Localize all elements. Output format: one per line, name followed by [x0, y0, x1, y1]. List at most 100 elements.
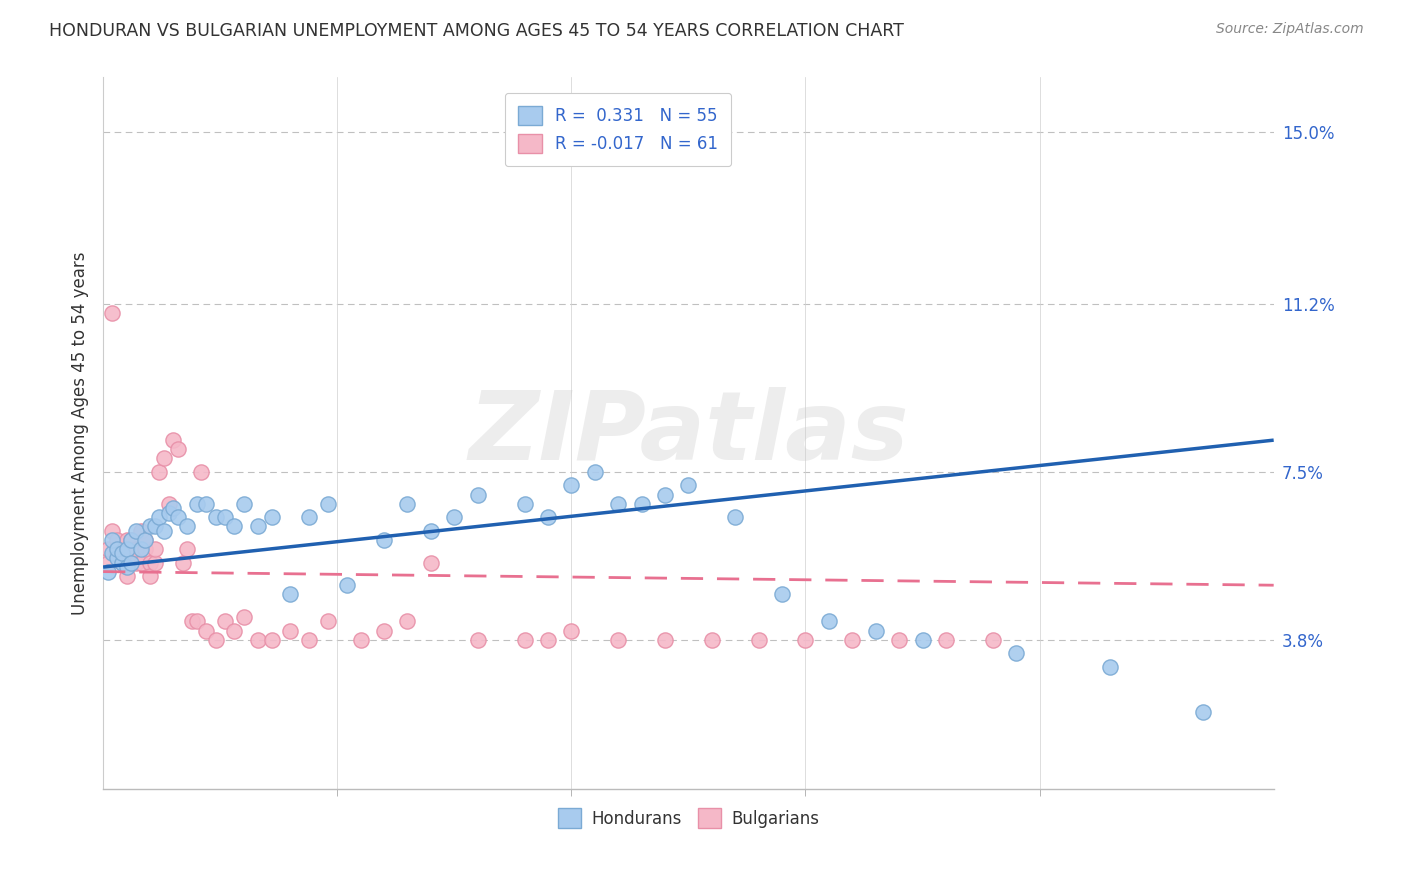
Point: [1192, 705, 1215, 719]
Point: [105, 551, 128, 566]
Point: [887, 632, 910, 647]
Point: [139, 556, 162, 570]
Point: [513, 632, 536, 647]
Point: [167, 442, 190, 457]
Text: ZIPatlas: ZIPatlas: [468, 387, 908, 480]
Point: [162, 501, 184, 516]
Point: [115, 556, 138, 570]
Point: [246, 519, 269, 533]
Point: [373, 533, 395, 547]
Point: [129, 541, 152, 556]
Point: [204, 632, 226, 647]
Point: [97, 541, 120, 556]
Point: [162, 433, 184, 447]
Point: [97, 556, 120, 570]
Point: [232, 497, 254, 511]
Point: [419, 556, 441, 570]
Point: [396, 615, 419, 629]
Point: [120, 533, 142, 547]
Point: [678, 478, 700, 492]
Point: [214, 615, 236, 629]
Point: [129, 524, 152, 538]
Point: [101, 533, 124, 547]
Point: [537, 632, 560, 647]
Point: [981, 632, 1004, 647]
Point: [176, 519, 198, 533]
Point: [120, 556, 142, 570]
Point: [654, 632, 676, 647]
Point: [280, 624, 302, 638]
Point: [280, 587, 302, 601]
Point: [134, 533, 156, 547]
Point: [935, 632, 957, 647]
Point: [115, 533, 138, 547]
Point: [105, 546, 128, 560]
Point: [176, 541, 198, 556]
Point: [115, 541, 138, 556]
Point: [143, 541, 166, 556]
Point: [246, 632, 269, 647]
Point: [865, 624, 887, 638]
Point: [373, 624, 395, 638]
Point: [134, 533, 156, 547]
Point: [513, 497, 536, 511]
Point: [97, 565, 120, 579]
Point: [316, 615, 339, 629]
Point: [111, 556, 134, 570]
Point: [157, 506, 180, 520]
Point: [770, 587, 793, 601]
Point: [148, 510, 170, 524]
Point: [419, 524, 441, 538]
Point: [139, 519, 162, 533]
Point: [700, 632, 723, 647]
Point: [260, 510, 283, 524]
Point: [101, 546, 124, 560]
Point: [396, 497, 419, 511]
Point: [153, 524, 176, 538]
Point: [172, 556, 194, 570]
Point: [186, 497, 208, 511]
Point: [195, 624, 218, 638]
Point: [101, 524, 124, 538]
Point: [148, 465, 170, 479]
Point: [537, 510, 560, 524]
Point: [1005, 646, 1028, 660]
Point: [111, 546, 134, 560]
Point: [214, 510, 236, 524]
Point: [120, 533, 142, 547]
Point: [724, 510, 747, 524]
Point: [316, 497, 339, 511]
Point: [143, 556, 166, 570]
Point: [911, 632, 934, 647]
Point: [105, 541, 128, 556]
Y-axis label: Unemployment Among Ages 45 to 54 years: Unemployment Among Ages 45 to 54 years: [72, 252, 89, 615]
Point: [298, 632, 321, 647]
Text: Source: ZipAtlas.com: Source: ZipAtlas.com: [1216, 22, 1364, 37]
Point: [143, 519, 166, 533]
Point: [105, 541, 128, 556]
Point: [560, 624, 582, 638]
Point: [336, 578, 359, 592]
Point: [224, 519, 246, 533]
Point: [794, 632, 817, 647]
Point: [129, 556, 152, 570]
Point: [560, 478, 582, 492]
Point: [818, 615, 841, 629]
Point: [607, 497, 630, 511]
Point: [111, 541, 134, 556]
Legend: Hondurans, Bulgarians: Hondurans, Bulgarians: [551, 802, 825, 834]
Point: [153, 451, 176, 466]
Point: [350, 632, 373, 647]
Point: [190, 465, 212, 479]
Point: [583, 465, 606, 479]
Point: [467, 632, 489, 647]
Text: HONDURAN VS BULGARIAN UNEMPLOYMENT AMONG AGES 45 TO 54 YEARS CORRELATION CHART: HONDURAN VS BULGARIAN UNEMPLOYMENT AMONG…: [49, 22, 904, 40]
Point: [157, 497, 180, 511]
Point: [298, 510, 321, 524]
Point: [111, 556, 134, 570]
Point: [443, 510, 465, 524]
Point: [134, 541, 156, 556]
Point: [105, 533, 128, 547]
Point: [607, 632, 630, 647]
Point: [1098, 660, 1121, 674]
